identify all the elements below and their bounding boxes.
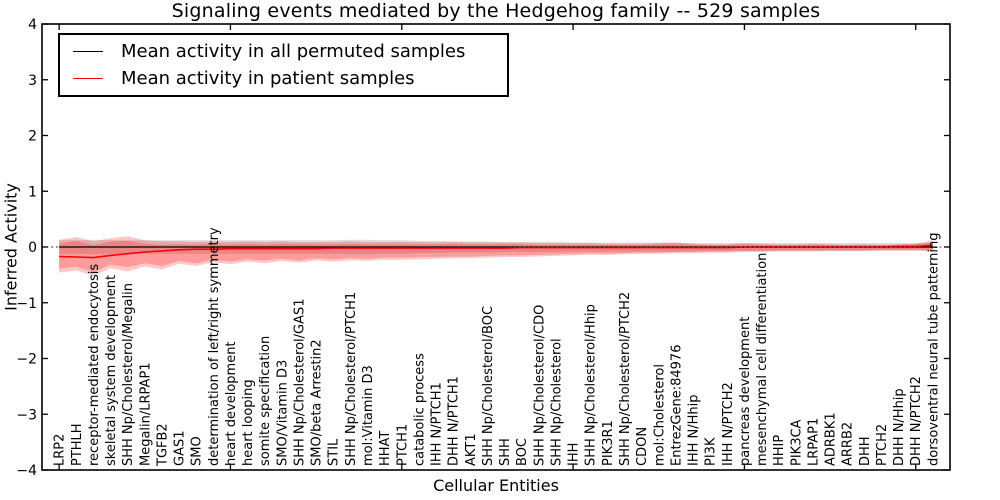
chart-title: Signaling events mediated by the Hedgeho…	[171, 0, 821, 22]
category-label: IHH N/PTCH1	[430, 382, 445, 466]
category-label: SHH Np/Cholesterol	[550, 338, 565, 466]
patient-line-swatch	[73, 78, 103, 79]
category-label: HHIP	[772, 435, 787, 466]
category-label: SHH Np/Cholesterol/BOC	[481, 306, 496, 466]
legend-item-permuted: Mean activity in all permuted samples	[73, 38, 507, 65]
category-label: TGFB2	[155, 423, 170, 467]
permuted-line-swatch	[73, 51, 103, 52]
category-label: LRPAP1	[806, 418, 821, 466]
category-label: DHH N/PTCH1	[447, 376, 462, 466]
x-axis-label: Cellular Entities	[433, 476, 559, 495]
y-tick-label: 2	[28, 129, 37, 145]
category-label: IHH N/PTCH2	[721, 382, 736, 466]
y-axis-label: Inferred Activity	[1, 183, 21, 311]
category-label: PTCH1	[395, 424, 410, 466]
category-label: SHH Np/Cholesterol/Megalin	[121, 283, 136, 466]
category-label: IHH N/Hhip	[687, 395, 702, 467]
category-label: AKT1	[464, 433, 479, 466]
category-label: heart looping	[241, 379, 256, 466]
category-label: pancreas development	[738, 317, 753, 466]
category-label: SHH Np/Cholesterol/CDO	[532, 305, 547, 466]
category-label: somite specification	[258, 336, 273, 466]
category-label: BOC	[515, 438, 530, 466]
category-label: SMO	[190, 436, 205, 466]
category-label: PIK3R1	[601, 420, 616, 466]
y-tick-label: 4	[28, 17, 37, 33]
category-label: PI3K	[704, 437, 719, 466]
category-label: EntrezGene:84976	[669, 345, 684, 466]
legend-label-patient: Mean activity in patient samples	[121, 68, 415, 89]
y-tick-label: 3	[28, 73, 37, 89]
category-label: receptor-mediated endocytosis	[87, 264, 102, 466]
category-label: dorsoventral neural tube patterning	[926, 233, 941, 466]
category-label: Megalin/LRPAP1	[138, 362, 153, 466]
y-tick-label: −4	[16, 463, 37, 479]
category-label: mol:Cholesterol	[652, 364, 667, 466]
y-tick-label: −2	[16, 352, 37, 368]
category-label: ARRB2	[841, 422, 856, 466]
y-tick-label: −1	[16, 296, 37, 312]
category-label: SHH Np/Cholesterol/GAS1	[293, 298, 308, 466]
category-label: SHH Np/Cholesterol/Hhip	[584, 304, 599, 466]
category-label: DHH N/PTCH2	[909, 376, 924, 466]
legend-item-patient: Mean activity in patient samples	[73, 65, 507, 92]
y-tick-label: 1	[28, 184, 37, 200]
category-label: skeletal system development	[104, 275, 119, 466]
band-patient-range-outer	[59, 236, 933, 276]
category-label: determination of left/right symmetry	[207, 227, 222, 466]
category-label: ADRBK1	[824, 412, 839, 466]
y-tick-label: 0	[28, 240, 37, 256]
category-label: DHH N/Hhip	[892, 388, 907, 466]
category-label: mesenchymal cell differentiation	[755, 253, 770, 466]
category-label: heart development	[224, 341, 239, 466]
category-label: SHH Np/Cholesterol/PTCH1	[344, 292, 359, 466]
category-label: PIK3CA	[789, 419, 804, 466]
category-label: catabolic process	[412, 353, 427, 466]
category-label: PTHLH	[70, 423, 85, 466]
category-label: IHH	[567, 443, 582, 466]
category-label: DHH	[858, 436, 873, 466]
category-label: SMO/beta Arrestin2	[310, 339, 325, 466]
category-label: mol:Vitamin D3	[361, 365, 376, 466]
category-label: CDON	[635, 427, 650, 466]
category-label: GAS1	[173, 431, 188, 467]
category-label: LRP2	[53, 434, 68, 466]
category-label: STIL	[327, 438, 342, 466]
category-label: PTCH2	[875, 424, 890, 466]
category-label: SMO/Vitamin D3	[275, 360, 290, 466]
legend-label-permuted: Mean activity in all permuted samples	[121, 41, 466, 62]
category-label: SHH Np/Cholesterol/PTCH2	[618, 292, 633, 466]
category-label: SHH	[498, 438, 513, 466]
y-tick-label: −3	[16, 407, 37, 423]
category-label: HHAT	[378, 431, 393, 466]
legend: Mean activity in all permuted samples Me…	[58, 33, 509, 97]
series-patient-line	[59, 244, 933, 259]
